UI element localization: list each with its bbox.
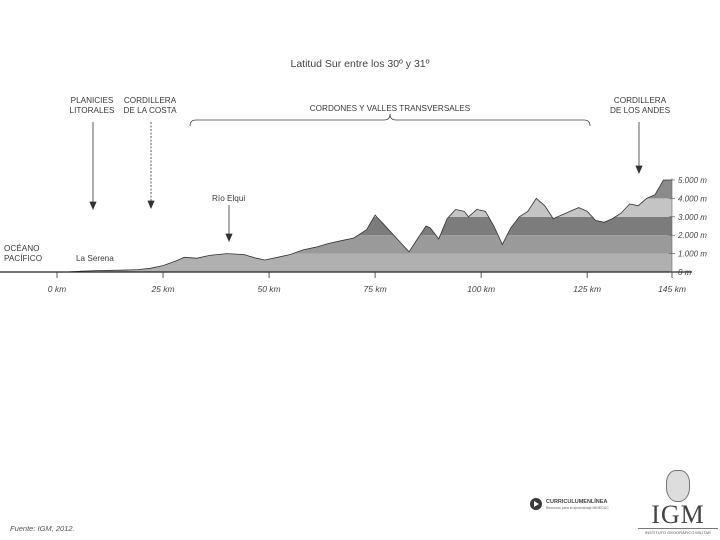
elevation-bands	[0, 162, 680, 272]
x-tick-label: 0 km	[48, 284, 66, 294]
curriculum-text: CURRICULUMENLÍNEA Recursos para el apren…	[546, 499, 609, 510]
source-note: Fuente: IGM, 2012.	[10, 524, 75, 533]
label-line: CORDILLERA	[123, 96, 177, 105]
x-tick-label: 145 km	[658, 284, 686, 294]
label-line: PACÍFICO	[4, 254, 43, 263]
arrow-head	[89, 201, 97, 211]
label-cordones-valles: CORDONES Y VALLES TRANSVERSALES	[309, 104, 471, 113]
label-line: CORDILLERA	[613, 96, 667, 105]
play-icon	[530, 498, 542, 510]
igm-logo: IGM INSTITUTO GEOGRÁFICO MILITAR	[638, 470, 718, 535]
elevation-profile-chart: 0 km 25 km 50 km 75 km 100 km 125 km 145 km 0 …	[0, 113, 707, 294]
elevation-band	[0, 162, 680, 180]
x-tick-label: 125 km	[573, 284, 601, 294]
label-line: DE LOS ANDES	[609, 106, 671, 115]
x-tick-label: 100 km	[467, 284, 495, 294]
curriculum-name: CURRICULUMENLÍNEA	[546, 498, 608, 505]
elevation-band	[0, 180, 672, 199]
pointer-arrows	[89, 122, 643, 243]
arrow-head	[635, 165, 643, 175]
y-tick-label: 5.000 m	[678, 176, 707, 185]
cordones-bracket	[189, 113, 591, 127]
label-line: OCÉANO	[4, 244, 40, 253]
label-cordillera-andes: CORDILLERA DE LOS ANDES	[605, 96, 675, 116]
curriculum-tagline: Recursos para el aprendizaje MINEDUC	[546, 505, 609, 510]
label-line: DE LA COSTA	[123, 106, 177, 115]
label-la-serena: La Serena	[76, 254, 114, 263]
elevation-band	[0, 216, 672, 236]
label-oceano-pacifico: OCÉANO PACÍFICO	[4, 244, 44, 264]
igm-letters: IGM	[651, 500, 705, 529]
curriculum-logo: CURRICULUMENLÍNEA Recursos para el apren…	[530, 498, 609, 510]
igm-name: INSTITUTO GEOGRÁFICO MILITAR	[638, 528, 718, 535]
x-tick-label: 50 km	[257, 284, 280, 294]
y-tick-label: 1.000 m	[678, 250, 707, 259]
igm-emblem-icon	[666, 470, 690, 502]
y-tick-label: 3.000 m	[678, 213, 707, 222]
chart-title: Latitud Sur entre los 30º y 31º	[290, 58, 430, 70]
label-line: PLANICIES	[70, 96, 114, 105]
y-tick-label: 2.000 m	[677, 231, 707, 240]
label-planicies-litorales: PLANICIES LITORALES	[60, 96, 124, 116]
elevation-band	[0, 235, 672, 254]
profile-outline	[14, 179, 672, 273]
x-axis-ticks: 0 km 25 km 50 km 75 km 100 km 125 km 145 km	[48, 272, 686, 294]
x-tick-label: 75 km	[364, 284, 387, 294]
y-tick-label: 0 m	[678, 268, 692, 277]
y-axis-ticks: 0 m 1.000 m 2.000 m 3.000 m 4.000 m 5.000 m	[669, 176, 707, 277]
label-cordillera-costa: CORDILLERA DE LA COSTA	[118, 96, 182, 116]
x-tick-label: 25 km	[150, 284, 174, 294]
arrow-head	[225, 233, 233, 243]
elevation-band	[0, 253, 672, 272]
arrow-head	[147, 200, 155, 210]
y-tick-label: 4.000 m	[678, 194, 707, 203]
label-line: LITORALES	[69, 106, 115, 115]
label-rio-elqui: Río Elqui	[212, 194, 246, 203]
